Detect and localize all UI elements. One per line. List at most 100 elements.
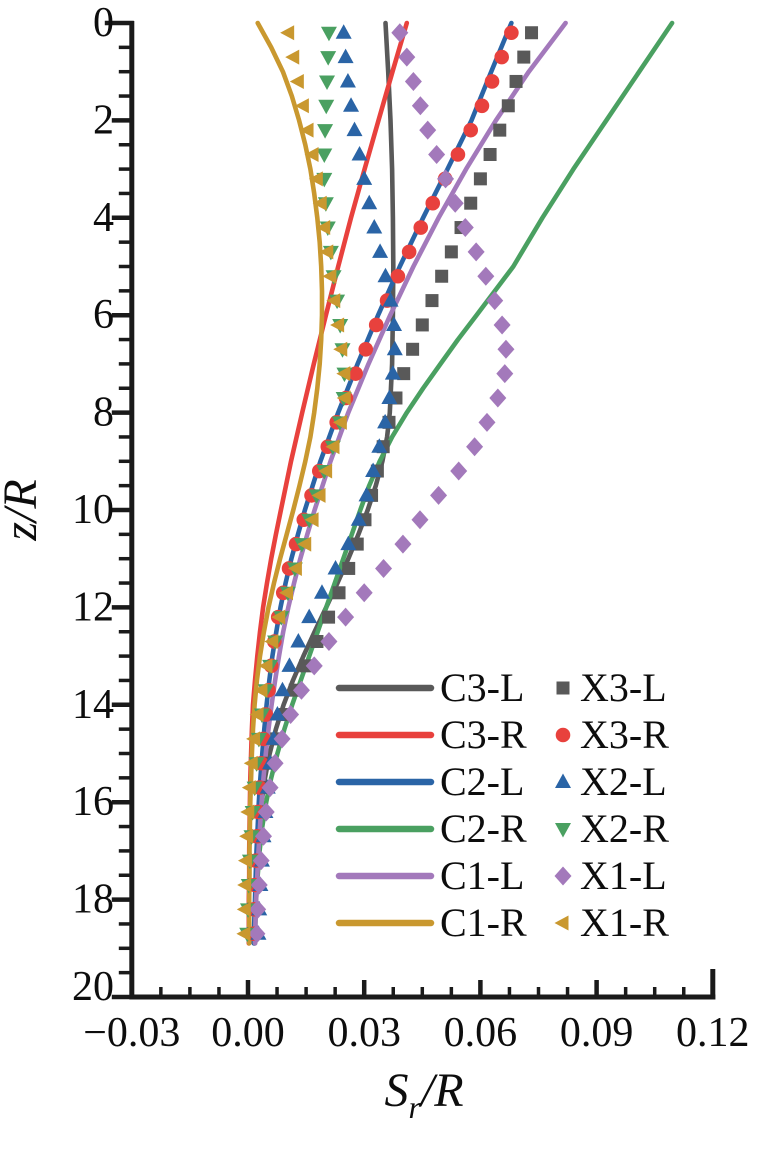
marker-diamond xyxy=(497,339,515,359)
y-tick-label: 2 xyxy=(93,97,114,143)
marker-triangle-up xyxy=(382,292,399,307)
marker-diamond xyxy=(249,899,267,919)
marker-triangle-down xyxy=(320,26,337,42)
marker-diamond xyxy=(450,461,468,481)
marker-triangle-down xyxy=(555,823,571,838)
marker-diamond xyxy=(430,485,448,505)
marker-triangle-left xyxy=(304,146,319,162)
marker-diamond xyxy=(375,558,393,578)
y-tick-label: 14 xyxy=(72,682,114,728)
marker-square xyxy=(342,561,356,575)
marker-triangle-left xyxy=(236,926,251,942)
marker-diamond xyxy=(411,510,429,530)
marker-triangle-left xyxy=(330,317,345,333)
marker-triangle-left xyxy=(297,536,312,552)
marker-triangle-left xyxy=(240,804,255,820)
marker-triangle-up xyxy=(372,243,389,258)
marker-triangle-left xyxy=(287,560,302,576)
marker-circle xyxy=(463,122,479,138)
marker-triangle-up xyxy=(350,511,367,526)
marker-triangle-left xyxy=(333,341,348,357)
marker-triangle-up xyxy=(340,535,357,551)
series-scatter-X2-R xyxy=(239,26,353,943)
marker-diamond xyxy=(292,680,310,700)
marker-triangle-left xyxy=(318,463,333,479)
marker-diamond xyxy=(467,242,485,262)
marker-triangle-left xyxy=(243,755,258,771)
marker-triangle-left xyxy=(253,682,268,698)
marker-triangle-left xyxy=(554,915,569,931)
x-tick-label: 0.03 xyxy=(327,1010,401,1056)
y-tick-label: 10 xyxy=(72,487,114,533)
marker-triangle-up xyxy=(555,773,571,788)
marker-diamond xyxy=(398,47,416,67)
x-tick-label: 0.09 xyxy=(560,1010,634,1056)
legend-label-X2-L: X2-L xyxy=(580,759,667,804)
marker-triangle-up xyxy=(313,584,330,599)
y-tick-label: 18 xyxy=(72,877,114,923)
marker-diamond xyxy=(273,729,291,749)
legend-label-C1-R: C1-R xyxy=(440,900,527,945)
marker-square xyxy=(501,99,515,113)
marker-triangle-left xyxy=(325,439,340,455)
marker-diamond xyxy=(478,412,496,432)
marker-diamond xyxy=(250,875,268,895)
marker-triangle-left xyxy=(304,512,319,528)
y-tick-label: 16 xyxy=(72,779,114,825)
marker-triangle-left xyxy=(246,731,261,747)
marker-triangle-up xyxy=(358,486,375,502)
marker-triangle-left xyxy=(316,220,331,236)
marker-diamond xyxy=(477,266,495,286)
marker-triangle-left xyxy=(236,901,251,917)
marker-diamond xyxy=(437,169,455,189)
marker-diamond xyxy=(493,315,511,335)
marker-triangle-left xyxy=(299,122,314,138)
marker-triangle-left xyxy=(319,244,334,260)
marker-diamond xyxy=(496,364,514,384)
marker-triangle-up xyxy=(386,316,403,331)
legend-label-C2-L: C2-L xyxy=(440,759,524,804)
x-tick-label: −0.03 xyxy=(83,1010,180,1056)
marker-triangle-up xyxy=(290,632,307,648)
marker-triangle-up xyxy=(335,24,352,39)
y-tick-label: 8 xyxy=(93,390,114,436)
series-line-C3-R xyxy=(246,20,410,946)
marker-diamond xyxy=(305,656,323,676)
marker-square xyxy=(493,123,507,137)
x-axis-title: Sr/R xyxy=(384,1064,463,1125)
marker-square xyxy=(415,318,429,332)
marker-triangle-down xyxy=(317,124,334,139)
marker-triangle-up xyxy=(381,389,398,404)
marker-diamond xyxy=(282,705,300,725)
marker-triangle-left xyxy=(249,707,264,723)
marker-triangle-up xyxy=(377,413,394,429)
legend-label-C2-R: C2-R xyxy=(440,806,527,851)
marker-diamond xyxy=(254,826,272,846)
tick-labels: 0 2 4 6 8 10 12 14 16 18 20−0.03 0.00 0.03 0.06 0.09 0.… xyxy=(72,0,750,1056)
marker-triangle-left xyxy=(279,585,294,601)
marker-diamond xyxy=(252,851,270,871)
marker-triangle-up xyxy=(339,72,356,88)
marker-triangle-up xyxy=(351,145,368,161)
marker-circle xyxy=(425,195,441,211)
marker-square xyxy=(473,172,487,186)
marker-diamond xyxy=(355,583,373,603)
marker-triangle-left xyxy=(312,195,327,211)
y-tick-label: 12 xyxy=(72,584,114,630)
marker-diamond xyxy=(261,778,279,798)
marker-triangle-left xyxy=(285,49,300,65)
marker-square xyxy=(322,610,336,624)
x-tick-label: 0.06 xyxy=(444,1010,518,1056)
marker-triangle-down xyxy=(319,75,336,90)
y-tick-label: 0 xyxy=(93,0,114,46)
marker-triangle-left xyxy=(336,366,351,382)
marker-triangle-left xyxy=(237,853,252,869)
marker-square xyxy=(556,681,570,695)
y-tick-label: 20 xyxy=(72,964,114,1010)
marker-triangle-left xyxy=(237,877,252,893)
marker-diamond xyxy=(320,631,338,651)
marker-square xyxy=(310,634,324,648)
